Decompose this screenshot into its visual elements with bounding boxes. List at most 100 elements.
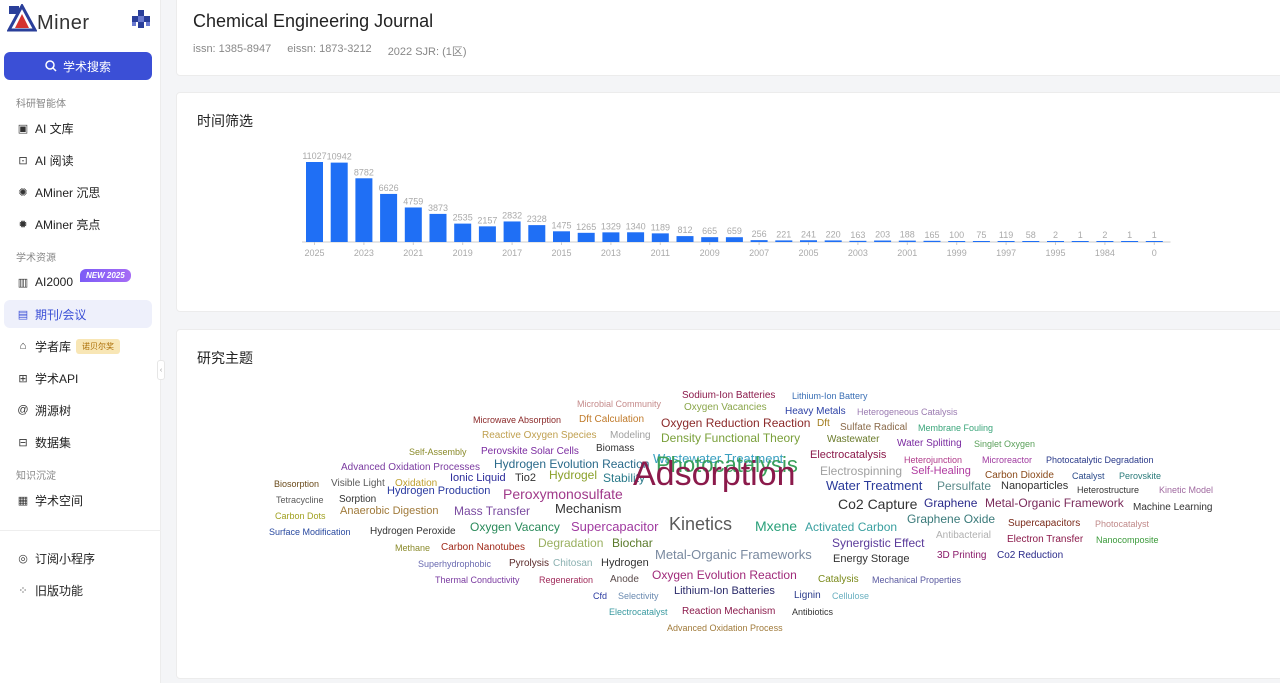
topic-keyword[interactable]: Advanced Oxidation Processes — [341, 462, 480, 473]
topic-keyword[interactable]: Biomass — [596, 443, 635, 454]
topic-keyword[interactable]: Sodium-Ion Batteries — [682, 390, 776, 401]
topic-keyword[interactable]: Oxygen Evolution Reaction — [652, 568, 797, 582]
nav-ai2000[interactable]: ▥ AI2000 — [4, 268, 152, 296]
year-bar[interactable] — [898, 240, 916, 242]
topic-keyword[interactable]: Self-Healing — [911, 465, 971, 477]
topic-keyword[interactable]: Anaerobic Digestion — [340, 505, 439, 517]
topic-keyword[interactable]: Peroxymonosulfate — [503, 486, 623, 502]
topic-keyword[interactable]: Graphene — [924, 496, 978, 510]
nav-miniapp[interactable]: ◎ 订阅小程序 — [4, 544, 152, 572]
year-bar[interactable] — [380, 193, 398, 242]
topic-keyword[interactable]: Hydrogen Evolution Reaction — [494, 457, 650, 471]
topic-keyword[interactable]: Catalysis — [818, 574, 859, 585]
topic-keyword[interactable]: Activated Carbon — [805, 520, 898, 534]
topic-keyword[interactable]: Tio2 — [515, 472, 536, 484]
topic-keyword[interactable]: Kinetic Model — [1159, 485, 1214, 495]
year-bar[interactable] — [948, 241, 966, 242]
topic-keyword[interactable]: Oxygen Vacancy — [470, 520, 560, 534]
topic-keyword[interactable]: Degradation — [538, 536, 604, 550]
topic-keyword[interactable]: Hydrogel — [549, 468, 598, 482]
topic-keyword[interactable]: Mxene — [755, 518, 798, 534]
topic-keyword[interactable]: Regeneration — [539, 575, 594, 585]
topic-keyword[interactable]: Pyrolysis — [509, 558, 550, 569]
year-bar[interactable] — [627, 232, 645, 242]
topic-keyword[interactable]: Reactive Oxygen Species — [482, 430, 597, 441]
nav-ai-library[interactable]: ▣ AI 文库 — [4, 114, 152, 142]
topic-keyword[interactable]: Heavy Metals — [785, 406, 846, 417]
app-grid-icon[interactable] — [132, 10, 150, 28]
nav-journal[interactable]: ▤ 期刊/会议 — [4, 300, 152, 328]
topic-keyword[interactable]: Energy Storage — [833, 553, 910, 565]
topic-keyword[interactable]: Microreactor — [982, 455, 1033, 465]
year-bar[interactable] — [1145, 241, 1163, 242]
topic-keyword[interactable]: Perovskite Solar Cells — [481, 446, 579, 457]
topic-keyword[interactable]: Dft Calculation — [579, 414, 645, 425]
nav-scholar[interactable]: ⌂ 学者库 — [4, 332, 152, 360]
year-bar[interactable] — [701, 237, 719, 242]
topic-keyword[interactable]: Oxygen Vacancies — [684, 402, 767, 413]
topic-keyword[interactable]: Dft — [817, 418, 830, 429]
topic-keyword[interactable]: Sorption — [339, 494, 377, 505]
nav-legacy[interactable]: ⁘ 旧版功能 — [4, 576, 152, 604]
year-bar[interactable] — [651, 233, 669, 242]
topic-keyword[interactable]: Superhydrophobic — [418, 559, 492, 569]
topic-keyword[interactable]: Lithium-Ion Battery — [792, 391, 868, 401]
topic-keyword[interactable]: Heterogeneous Catalysis — [857, 407, 958, 417]
topic-keyword[interactable]: Synergistic Effect — [832, 536, 925, 550]
topic-keyword[interactable]: Machine Learning — [1133, 502, 1213, 513]
topic-keyword[interactable]: Surface Modification — [269, 527, 351, 537]
topic-keyword[interactable]: Electrocatalyst — [609, 607, 668, 617]
topic-keyword[interactable]: Persulfate — [937, 479, 992, 493]
year-bar[interactable] — [874, 240, 892, 242]
topic-keyword[interactable]: Cfd — [593, 591, 608, 601]
year-bar[interactable] — [429, 213, 447, 242]
topic-keyword[interactable]: Supercapacitors — [1008, 518, 1081, 529]
topic-keyword[interactable]: Density Functional Theory — [661, 431, 801, 445]
topic-keyword[interactable]: Graphene Oxide — [907, 512, 996, 526]
nav-aminer-chensi[interactable]: ✺ AMiner 沉思 — [4, 178, 152, 206]
nav-tree[interactable]: @ 溯源树 — [4, 396, 152, 424]
topic-keyword[interactable]: Cellulose — [832, 591, 870, 601]
topic-keyword[interactable]: Self-Assembly — [409, 447, 467, 457]
nav-api[interactable]: ⊞ 学术API — [4, 364, 152, 392]
topic-keyword[interactable]: Advanced Oxidation Process — [667, 623, 783, 633]
topic-keyword[interactable]: Singlet Oxygen — [974, 439, 1036, 449]
topic-keyword[interactable]: Wastewater Treatment — [653, 451, 784, 466]
year-bar[interactable] — [478, 226, 496, 242]
topic-keyword[interactable]: Reaction Mechanism — [682, 606, 776, 617]
topic-keyword[interactable]: Metal-Organic Frameworks — [655, 547, 812, 562]
topic-keyword[interactable]: Nanoparticles — [1001, 480, 1069, 492]
topic-keyword[interactable]: Mass Transfer — [454, 504, 531, 518]
sidebar-collapse-handle[interactable]: ‹ — [157, 360, 165, 380]
topic-keyword[interactable]: Sulfate Radical — [840, 422, 908, 433]
year-bar[interactable] — [306, 162, 323, 242]
topic-keyword[interactable]: Visible Light — [331, 478, 385, 489]
topic-keyword[interactable]: Microbial Community — [577, 399, 662, 409]
topic-keyword[interactable]: Electron Transfer — [1007, 534, 1084, 545]
topic-keyword[interactable]: Biochar — [612, 536, 653, 550]
topic-keyword[interactable]: Carbon Nanotubes — [441, 542, 525, 553]
topic-keyword[interactable]: Chitosan — [553, 558, 593, 569]
topic-keyword[interactable]: Thermal Conductivity — [435, 575, 520, 585]
topic-keyword[interactable]: Modeling — [610, 430, 651, 441]
year-bar[interactable] — [602, 232, 620, 242]
year-bar[interactable] — [1047, 241, 1064, 242]
topic-keyword[interactable]: Adsorption — [633, 455, 796, 493]
topic-keyword[interactable]: Membrane Fouling — [918, 423, 994, 433]
aminer-logo[interactable]: Miner — [6, 2, 97, 34]
year-bar[interactable] — [1022, 241, 1040, 242]
year-bar[interactable] — [577, 232, 595, 242]
topic-keyword[interactable]: 3D Printing — [937, 550, 987, 561]
year-bar[interactable] — [553, 231, 570, 242]
topic-keyword[interactable]: Photocatalytic Degradation — [1046, 455, 1154, 465]
topic-keyword[interactable]: Hydrogen — [601, 557, 649, 569]
year-bar[interactable] — [1121, 241, 1139, 242]
topic-keyword[interactable]: Methane — [395, 543, 431, 553]
year-bar[interactable] — [330, 162, 348, 242]
academic-search-button[interactable]: 学术搜索 — [4, 52, 152, 80]
year-bar[interactable] — [1096, 241, 1114, 242]
topic-keyword[interactable]: Perovskite — [1119, 471, 1162, 481]
year-bar[interactable] — [725, 237, 743, 242]
topic-keyword[interactable]: Lithium-Ion Batteries — [674, 585, 775, 597]
topic-keyword[interactable]: Microwave Absorption — [473, 415, 562, 425]
